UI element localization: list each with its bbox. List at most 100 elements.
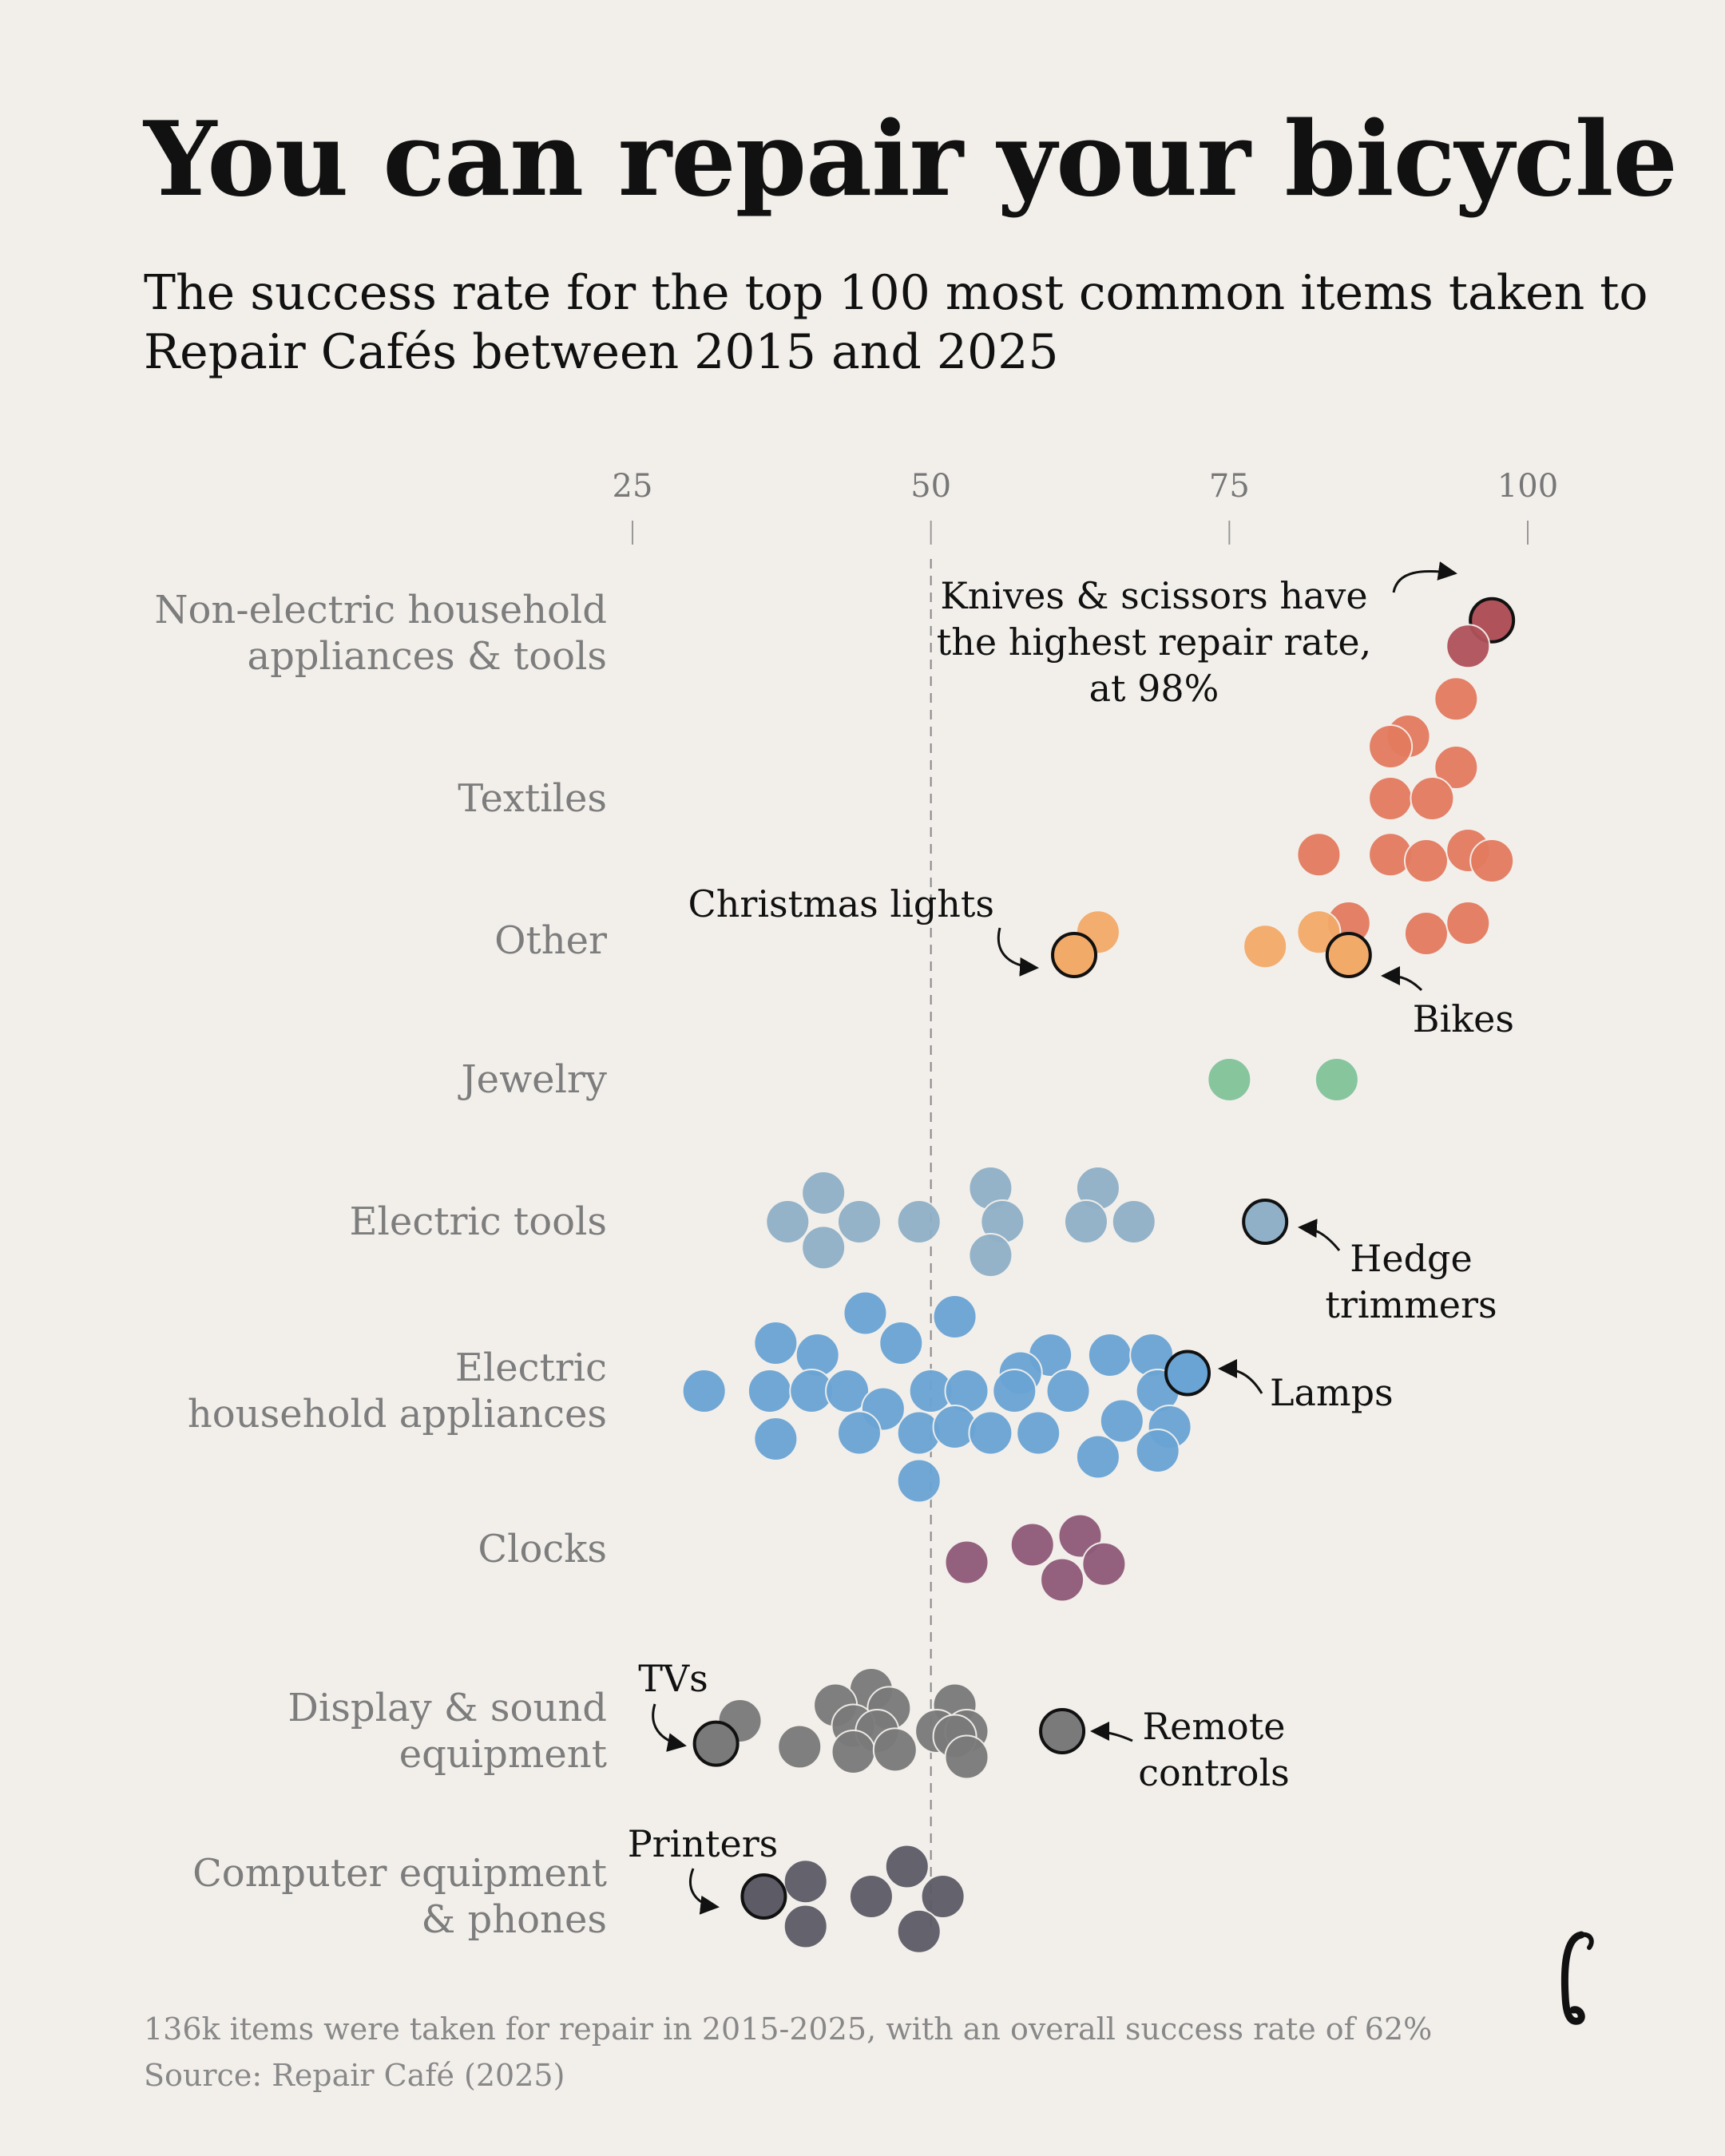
- data-point: [896, 1458, 942, 1504]
- data-point: [944, 1540, 989, 1585]
- annotation-label: Remote: [1143, 1705, 1286, 1748]
- data-point: [1135, 1429, 1180, 1473]
- data-point: [992, 1369, 1037, 1413]
- data-point: [1445, 901, 1491, 945]
- highlight-point: [1039, 1708, 1086, 1754]
- data-point: [896, 1199, 942, 1244]
- annotation-label: Printers: [628, 1822, 779, 1865]
- data-point: [1434, 745, 1479, 790]
- data-point: [872, 1727, 918, 1773]
- x-tick-label: 75: [1209, 468, 1250, 505]
- data-point: [1063, 1199, 1108, 1244]
- data-point: [1368, 776, 1414, 821]
- data-point: [836, 1199, 882, 1244]
- data-point: [1314, 1057, 1359, 1102]
- data-point: [920, 1874, 966, 1919]
- category-label: Textiles: [458, 776, 607, 821]
- annotation-label: Christmas lights: [688, 882, 994, 925]
- annotation-arrow: [1090, 1722, 1133, 1742]
- data-point: [681, 1369, 727, 1413]
- annotation-label: controls: [1138, 1751, 1290, 1794]
- highlight-point: [1164, 1349, 1211, 1397]
- data-point: [1087, 1333, 1132, 1377]
- category-label: Clocks: [478, 1527, 607, 1571]
- data-point: [932, 1294, 978, 1339]
- data-point: [843, 1290, 888, 1336]
- category-label: Jewelry: [457, 1057, 607, 1102]
- highlight-point: [1051, 932, 1098, 978]
- data-point: [765, 1199, 811, 1244]
- annotation-label: trimmers: [1325, 1283, 1497, 1326]
- data-point: [825, 1369, 870, 1413]
- category-label: Display & sound: [288, 1686, 607, 1730]
- category-label: Electric: [455, 1346, 607, 1390]
- data-point: [836, 1410, 882, 1456]
- annotation-arrow: [1218, 1359, 1263, 1394]
- category-label: Computer equipment: [192, 1851, 607, 1896]
- footnote-text: 136k items were taken for repair in 2015…: [144, 2011, 1433, 2047]
- annotation-label: the highest repair rate,: [937, 620, 1371, 664]
- data-point: [1099, 1398, 1144, 1444]
- x-tick-label: 100: [1497, 468, 1558, 505]
- data-point: [831, 1730, 876, 1774]
- annotation-arrow: [1381, 966, 1423, 992]
- annotation-label: Lamps: [1270, 1371, 1394, 1414]
- annotation-label: Knives & scissors have: [940, 574, 1367, 617]
- source-text: Source: Repair Café (2025): [144, 2058, 565, 2093]
- data-point: [1075, 1434, 1120, 1480]
- annotation-arrow: [1298, 1219, 1341, 1251]
- data-point: [1368, 724, 1414, 769]
- data-point: [1016, 1410, 1061, 1456]
- data-point: [884, 1844, 930, 1889]
- data-point: [1403, 838, 1449, 883]
- category-label: Electric tools: [350, 1199, 607, 1244]
- publisher-logo-icon: C: [1560, 1931, 1594, 2025]
- footnote-block: 136k items were taken for repair in 2015…: [144, 2006, 1432, 2099]
- data-point: [783, 1904, 828, 1949]
- data-points: [681, 596, 1516, 1954]
- highlight-point: [692, 1720, 740, 1767]
- data-point: [848, 1874, 894, 1919]
- annotation-arrow: [689, 1868, 720, 1915]
- annotation-arrow: [652, 1703, 687, 1752]
- category-label: & phones: [422, 1897, 607, 1942]
- category-label: Other: [494, 918, 607, 963]
- data-point: [968, 1233, 1013, 1278]
- data-point: [1410, 776, 1455, 821]
- data-point: [1434, 676, 1479, 722]
- data-point: [1403, 911, 1449, 956]
- x-axis: 25 50 75 100: [613, 468, 1558, 545]
- annotation-label: at 98%: [1089, 667, 1219, 710]
- category-label: household appliances: [188, 1392, 607, 1437]
- annotation-label: Hedge: [1350, 1237, 1472, 1280]
- data-point: [878, 1321, 924, 1365]
- x-tick-label: 25: [613, 468, 653, 505]
- data-point: [1081, 1541, 1127, 1587]
- data-point: [801, 1171, 847, 1215]
- data-point: [753, 1417, 799, 1461]
- data-point: [1296, 832, 1342, 878]
- annotation-arrow: [997, 927, 1039, 977]
- data-point: [1207, 1057, 1252, 1102]
- data-point: [1045, 1369, 1091, 1413]
- annotation-label: TVs: [638, 1657, 708, 1700]
- data-point: [1111, 1199, 1156, 1244]
- data-point: [1040, 1557, 1085, 1603]
- data-point: [1469, 838, 1515, 883]
- data-point: [777, 1724, 823, 1770]
- highlight-point: [1242, 1199, 1289, 1245]
- data-point: [968, 1410, 1013, 1456]
- chart-subtitle: The success rate for the top 100 most co…: [144, 265, 1648, 380]
- data-point: [801, 1225, 847, 1270]
- data-point: [1243, 924, 1288, 969]
- data-point: [1009, 1522, 1055, 1567]
- highlight-point: [740, 1873, 787, 1920]
- category-label: equipment: [399, 1732, 607, 1777]
- category-label: Non-electric household: [155, 588, 607, 632]
- chart-title: You can repair your bicycle: [144, 100, 1678, 220]
- data-point: [753, 1321, 799, 1365]
- highlight-point: [1325, 932, 1372, 978]
